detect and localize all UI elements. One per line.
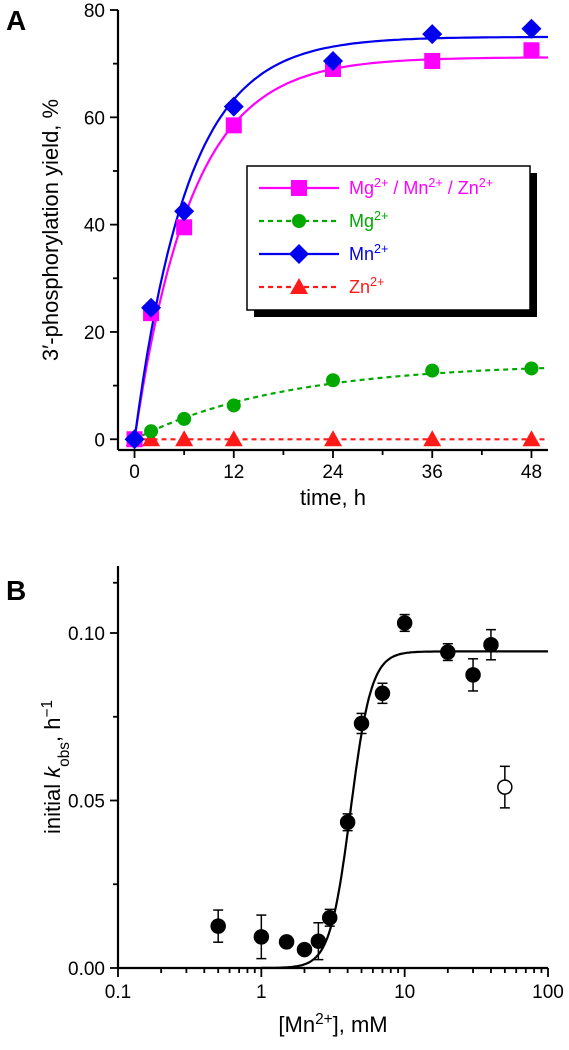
- x-tick-label-a-12: 12: [223, 462, 244, 483]
- legend-label-1: Mg2+: [349, 209, 388, 231]
- point-b-2: [278, 934, 295, 950]
- y-tick-label-b-0: 0.00: [68, 959, 105, 980]
- point-a-s1-4: [326, 373, 340, 388]
- x-tick-label-b-1: 1: [256, 982, 267, 1003]
- panel-label-b: B: [6, 575, 26, 606]
- point-a-s3-6: [522, 430, 541, 447]
- panel-b-chart: B 0.00 0.05 0.10 0.1 1 10 100 [Mn2+], mM initial …: [6, 566, 564, 1037]
- point-a-s3-4: [324, 430, 342, 447]
- y-tick-label-a-0: 0: [94, 430, 105, 451]
- point-b-13: [497, 779, 513, 795]
- point-a-s2-6: [521, 18, 542, 39]
- point-b-6: [339, 814, 356, 831]
- point-b-1: [253, 929, 270, 945]
- point-b-4: [310, 933, 327, 949]
- point-a-s3-2: [175, 430, 194, 447]
- y-axis-title-b: initial kobs, h−1: [39, 700, 73, 834]
- point-a-s2-0: [124, 429, 145, 450]
- y-tick-label-a-20: 20: [84, 323, 105, 344]
- x-tick-label-a-0: 0: [129, 462, 140, 483]
- legend-marker-0: [291, 180, 307, 196]
- fit-curve-0: [133, 56, 548, 440]
- point-a-s0-2: [176, 219, 193, 236]
- legend-marker-3: [290, 278, 308, 294]
- point-a-s1-3: [226, 398, 241, 413]
- x-tick-label-b-0: 0.1: [105, 982, 131, 1003]
- legend-marker-1: [292, 214, 306, 228]
- x-tick-label-a-48: 48: [521, 462, 542, 483]
- panel-a-chart: A 0 20 40 60 80 0 12 24 36 48 time, h 3′-phosphoryla…: [6, 1, 549, 510]
- fit-curve-1: [134, 366, 549, 441]
- point-b-0: [210, 918, 226, 934]
- point-a-s1-6: [524, 361, 539, 376]
- point-b-7: [353, 715, 370, 732]
- y-tick-label-b-1: 0.05: [68, 792, 105, 813]
- y-tick-label-b-2: 0.10: [68, 624, 105, 645]
- point-b-11: [465, 667, 481, 683]
- legend-label-2: Mn2+: [349, 242, 388, 264]
- point-a-s3-5: [423, 430, 442, 447]
- point-a-s0-5: [424, 52, 441, 69]
- legend-marker-2: [289, 244, 309, 264]
- fit-curve-b: [261, 650, 548, 970]
- x-tick-label-b-2: 10: [394, 982, 415, 1003]
- legend-label-3: Zn2+: [349, 275, 384, 297]
- point-a-s3-1: [142, 430, 161, 447]
- point-a-s0-3: [225, 117, 242, 134]
- point-a-s2-3: [223, 96, 244, 117]
- point-a-s2-4: [323, 50, 343, 71]
- point-a-s1-5: [425, 363, 440, 378]
- y-tick-label-a-60: 60: [84, 108, 105, 129]
- x-tick-label-a-36: 36: [422, 462, 443, 483]
- point-b-8: [374, 685, 391, 702]
- point-b-12: [483, 636, 499, 653]
- x-axis-title-a: time, h: [300, 485, 366, 510]
- point-b-3: [296, 941, 313, 958]
- fit-curve-2: [133, 35, 548, 440]
- point-b-10: [440, 644, 456, 660]
- point-a-s2-5: [422, 24, 443, 45]
- x-tick-label-a-24: 24: [322, 462, 344, 483]
- point-b-9: [396, 615, 413, 631]
- x-tick-label-b-3: 100: [532, 982, 564, 1003]
- y-tick-label-a-80: 80: [84, 1, 105, 22]
- panel-label-a: A: [6, 5, 26, 36]
- point-a-s0-6: [523, 42, 540, 59]
- point-a-s1-2: [177, 411, 192, 426]
- y-tick-label-a-40: 40: [84, 216, 105, 237]
- x-axis-title-b: [Mn2+], mM: [278, 1011, 387, 1038]
- point-a-s3-3: [224, 430, 243, 447]
- point-a-s2-1: [141, 297, 162, 318]
- point-a-s1-1: [144, 424, 159, 439]
- y-axis-title-a: 3′-phosphorylation yield, %: [38, 99, 63, 361]
- point-b-5: [321, 910, 338, 926]
- point-a-s2-2: [174, 201, 195, 222]
- legend-label-0: Mg2+ / Mn2+ / Zn2+: [349, 176, 493, 198]
